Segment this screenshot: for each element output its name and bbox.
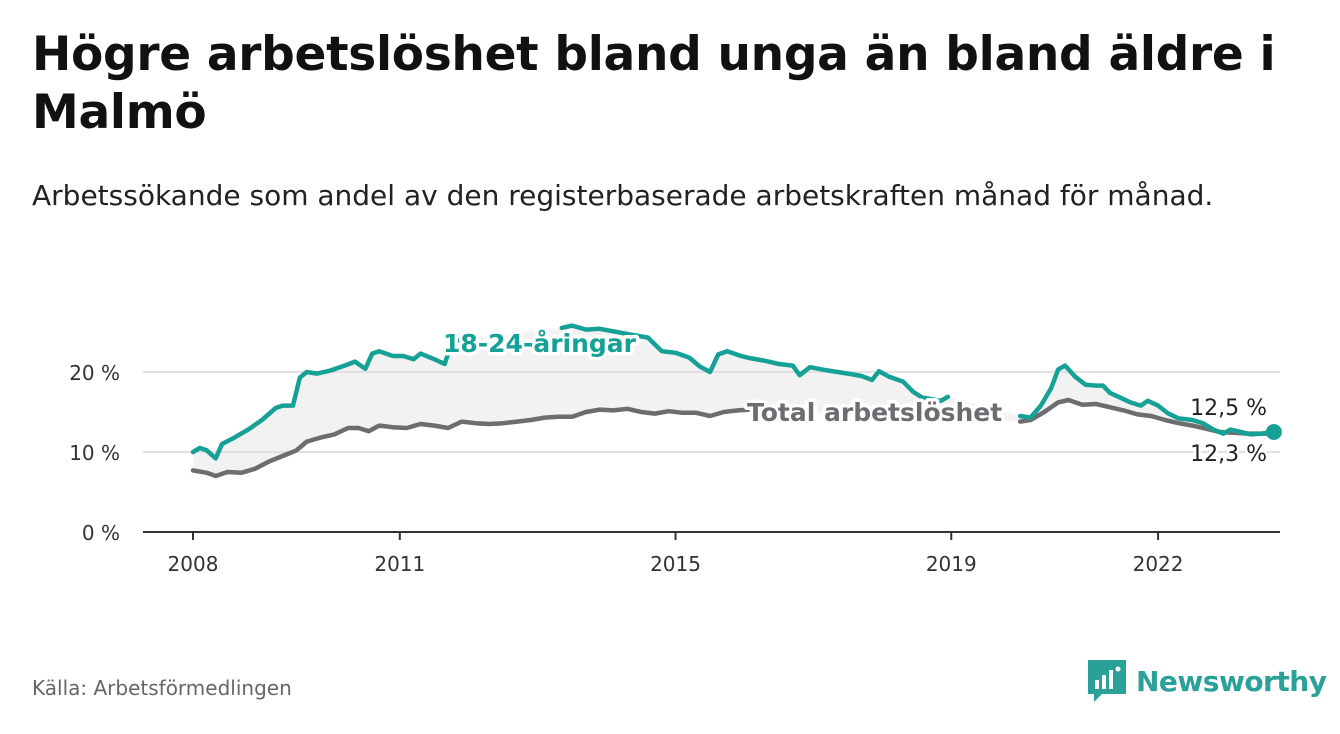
series-line-youth [559, 323, 951, 404]
series-line-total [1017, 397, 1277, 436]
end-marker-youth [1265, 424, 1282, 440]
x-tick-label: 2015 [650, 552, 701, 576]
end-label-total: 12,3 % [1190, 442, 1267, 467]
series-line-total [190, 406, 768, 479]
brand-name: Newsworthy [1136, 664, 1327, 698]
y-tick-label: 10 % [69, 441, 120, 465]
chart-title: Högre arbetslöshet bland unga än bland ä… [32, 27, 1276, 140]
bar-chart-icon [1088, 660, 1126, 702]
x-tick-label: 2011 [374, 552, 425, 576]
y-tick-label: 20 % [69, 361, 120, 385]
chart-subtitle: Arbetssökande som andel av den registerb… [32, 179, 1214, 212]
brand-logo: Newsworthy [1088, 660, 1327, 702]
series-label-youth: 18-24-åringar [443, 329, 637, 358]
series-line-youth [190, 337, 461, 461]
x-tick-label: 2022 [1133, 552, 1184, 576]
x-tick-label: 2019 [926, 552, 977, 576]
y-tick-label: 0 % [82, 521, 120, 545]
gap-band [193, 325, 1272, 476]
end-label-youth: 12,5 % [1190, 396, 1267, 421]
x-tick-label: 2008 [168, 552, 219, 576]
series-line-youth [1017, 363, 1277, 437]
source-note: Källa: Arbetsförmedlingen [32, 676, 292, 700]
series-label-total: Total arbetslöshet [747, 398, 1002, 427]
